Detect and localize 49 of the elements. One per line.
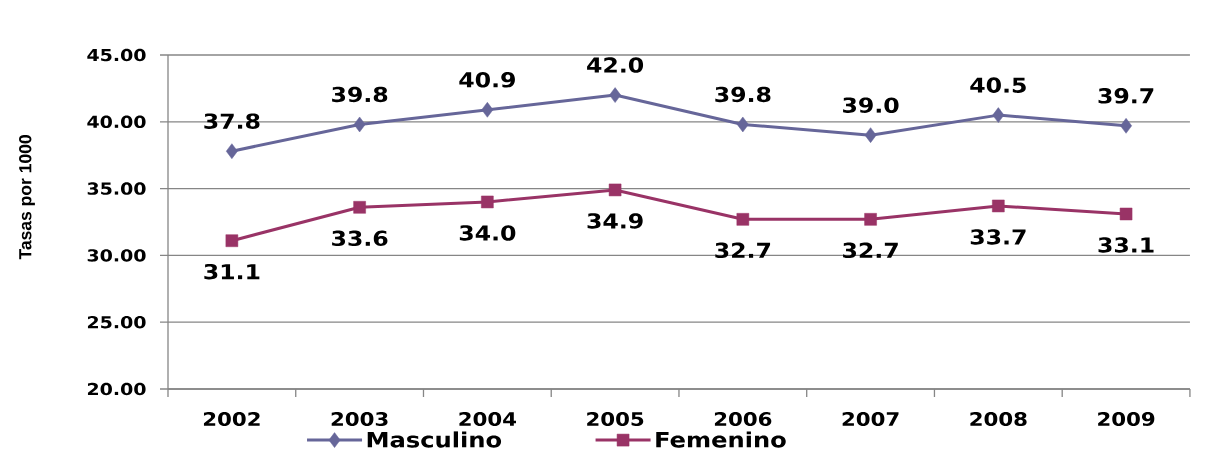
x-tick-label: 2009 bbox=[1098, 412, 1155, 426]
data-label: 42.0 bbox=[587, 57, 644, 73]
point bbox=[864, 127, 877, 143]
point bbox=[481, 195, 494, 209]
point bbox=[736, 213, 750, 226]
point bbox=[481, 102, 494, 118]
x-tick-label: 2003 bbox=[331, 412, 388, 426]
point bbox=[353, 201, 366, 214]
data-label: 33.1 bbox=[1098, 237, 1154, 253]
x-tick-label: 2004 bbox=[459, 412, 516, 426]
data-label: 40.5 bbox=[970, 77, 1026, 93]
point bbox=[225, 234, 239, 247]
y-tick-label: 40.00 bbox=[87, 115, 146, 129]
x-tick-label: 2006 bbox=[714, 412, 772, 426]
data-label: 31.1 bbox=[204, 263, 260, 280]
point bbox=[608, 183, 622, 197]
data-label: 34.9 bbox=[587, 213, 643, 229]
data-label: 37.8 bbox=[204, 113, 260, 129]
point bbox=[736, 116, 749, 133]
y-axis-title: Tasas por 1000 bbox=[19, 135, 35, 260]
x-tick-label: 2002 bbox=[203, 412, 260, 426]
data-label: 40.9 bbox=[459, 72, 515, 88]
y-tick-label: 45.00 bbox=[87, 48, 146, 62]
y-tick-label: 20.00 bbox=[87, 382, 146, 396]
point bbox=[1119, 207, 1133, 221]
data-label: 39.8 bbox=[715, 86, 771, 103]
data-label: 39.7 bbox=[1098, 88, 1154, 104]
x-tick-label: 2005 bbox=[587, 412, 644, 426]
point bbox=[353, 116, 366, 133]
point bbox=[226, 143, 238, 159]
y-tick-label: 35.00 bbox=[87, 182, 146, 195]
data-label: 32.7 bbox=[715, 242, 771, 259]
point bbox=[609, 87, 621, 103]
data-label: 32.7 bbox=[843, 242, 898, 259]
data-label: 34.0 bbox=[459, 225, 516, 241]
y-tick-label: 25.00 bbox=[87, 315, 146, 329]
data-label: 33.6 bbox=[332, 230, 388, 247]
x-tick-label: 2007 bbox=[842, 412, 899, 426]
y-tick-label: 30.00 bbox=[87, 249, 146, 262]
x-tick-label: 2008 bbox=[970, 412, 1027, 426]
point bbox=[1120, 118, 1132, 134]
legend-label: Femenino bbox=[656, 431, 786, 448]
data-label: 33.7 bbox=[970, 229, 1026, 245]
point bbox=[992, 107, 1005, 123]
point bbox=[864, 213, 877, 226]
legend-label: Masculino bbox=[367, 431, 502, 448]
data-label: 39.0 bbox=[843, 97, 899, 113]
data-label: 39.8 bbox=[332, 86, 388, 103]
point bbox=[992, 199, 1005, 213]
